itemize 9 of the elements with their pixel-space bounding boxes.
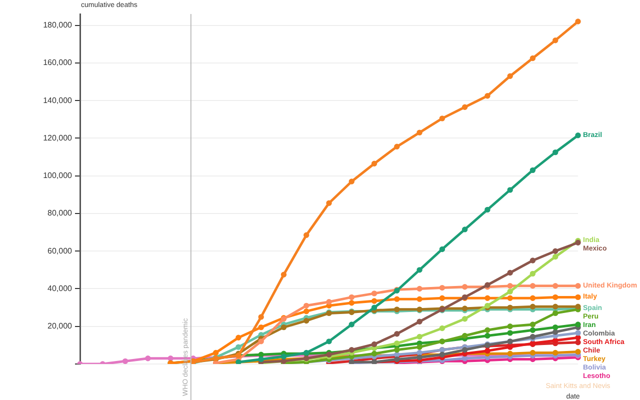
y-tick-label: 180,000 bbox=[43, 20, 73, 30]
y-tick-label: 20,000 bbox=[48, 322, 73, 331]
y-tick-label: 160,000 bbox=[43, 58, 73, 68]
y-tick-label: 80,000 bbox=[48, 208, 73, 218]
y-tick-label: 40,000 bbox=[48, 284, 73, 293]
y-tick-label: 60,000 bbox=[48, 246, 73, 256]
y-tick-label: 100,000 bbox=[43, 171, 73, 180]
y-tick-label: 140,000 bbox=[43, 96, 73, 105]
y-tick-label: 120,000 bbox=[43, 133, 73, 142]
